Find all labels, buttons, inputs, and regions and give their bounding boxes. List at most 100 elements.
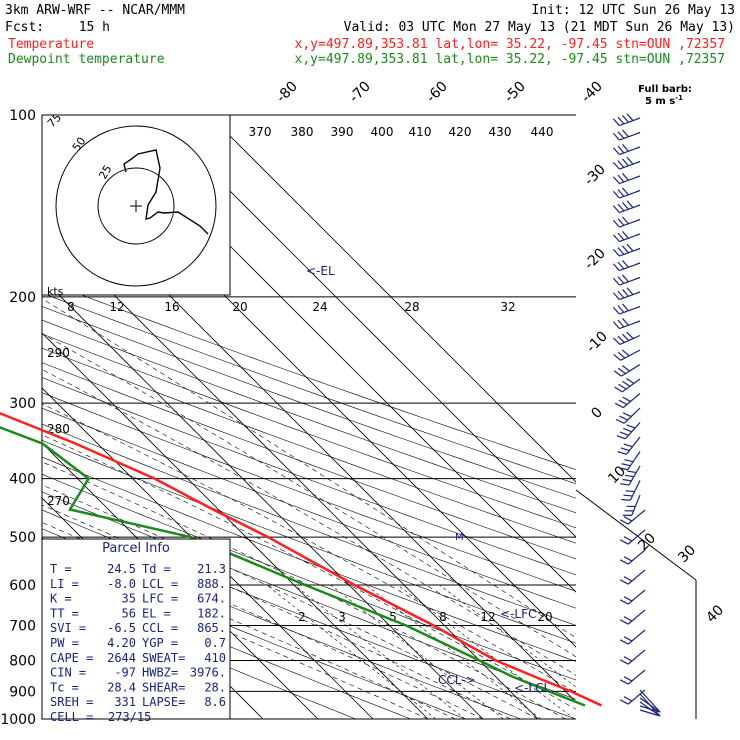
barb-staff: [627, 509, 646, 525]
parcel-info-value: 2644: [107, 651, 136, 665]
wind-barb: [619, 629, 646, 645]
pressure-label: 100: [9, 108, 36, 124]
barb-flag: [626, 113, 634, 121]
wind-barb: [620, 465, 641, 486]
valid-time: Valid: 03 UTC Mon 27 May 13 (21 MDT Sun …: [344, 20, 735, 35]
parcel-info-value: 273/15: [108, 710, 151, 724]
right-frame-diagonal: [575, 489, 697, 581]
barb-flag: [622, 380, 631, 387]
barb-flag: [617, 116, 625, 125]
parcel-info-value: -6.5: [107, 621, 136, 635]
theta-label: 390: [331, 125, 354, 139]
barb-flag: [614, 402, 624, 409]
dry-adiabat: [42, 377, 576, 576]
dewpoint-location: x,y=497.89,353.81 lat,lon= 35.22, -97.45…: [295, 52, 725, 67]
isotherm-label: 20: [635, 530, 659, 554]
barb-staff: [619, 334, 641, 345]
barb-flag: [617, 335, 625, 343]
dry-adiabat: [42, 279, 576, 471]
wind-barb: [612, 243, 641, 257]
parcel-info-label: K =: [50, 592, 72, 606]
wind-barb: [617, 436, 641, 455]
barb-flag: [623, 696, 633, 702]
dewpoint-line: [0, 426, 586, 707]
surface-barb: [639, 705, 661, 713]
wind-barb: [612, 318, 641, 330]
isotherm-line: [42, 277, 484, 719]
barb-staff: [619, 291, 641, 301]
barb-flag: [626, 243, 634, 252]
barb-flag: [618, 467, 628, 471]
barb-flag: [613, 370, 622, 377]
wind-barb: [619, 609, 646, 625]
fcst-value: 15 h: [79, 20, 110, 35]
barb-flag: [627, 470, 637, 474]
mixing-ratio-line: [397, 584, 575, 719]
parcel-info-value: 331: [114, 695, 136, 709]
barb-flag: [623, 536, 633, 542]
isotherm-label: -70: [346, 78, 373, 105]
barb-staff: [627, 609, 646, 625]
barb-staff: [619, 320, 641, 330]
barb-staff: [619, 146, 641, 156]
parcel-info-label: SWEAT=: [142, 651, 185, 665]
parcel-info-label: SHEAR=: [142, 680, 185, 694]
barb-flag: [612, 234, 620, 242]
barb-flag: [621, 365, 630, 372]
dry-adiabat: [42, 347, 576, 544]
wind-barb: [612, 287, 641, 301]
barb-staff: [628, 465, 641, 486]
hodograph-ring: [97, 167, 175, 245]
barb-staff: [622, 393, 641, 409]
parcel-info-label: LI =: [50, 577, 79, 591]
barb-staff: [619, 276, 641, 286]
barb-flag: [623, 576, 633, 582]
barb-staff: [623, 407, 641, 424]
barb-flag: [612, 205, 620, 213]
speed-axis-label: 8: [67, 300, 75, 314]
barb-flag: [612, 176, 620, 184]
pressure-label: 300: [9, 396, 36, 412]
mixing-ratio-label: 3: [338, 610, 346, 624]
barb-staff: [619, 175, 641, 185]
barb-staff: [620, 349, 641, 361]
parcel-info-value: 410: [204, 651, 226, 665]
barb-flag: [623, 636, 633, 642]
dry-adiabat: [42, 440, 576, 644]
isotherm-label: -60: [423, 78, 450, 105]
barb-flag: [622, 274, 629, 283]
barb-flag: [619, 599, 629, 605]
barb-legend-value: 5 m s-1: [645, 94, 683, 107]
barb-flag: [617, 218, 625, 226]
barb-flag: [623, 556, 633, 562]
barb-flag: [619, 679, 629, 685]
wind-barb: [612, 260, 641, 272]
parcel-info-title: Parcel Info: [102, 541, 170, 556]
barb-staff: [619, 305, 641, 315]
barb-flag: [622, 396, 631, 402]
barb-flag: [626, 156, 634, 165]
pressure-label: 800: [9, 653, 36, 669]
pressure-label: 500: [9, 530, 36, 546]
barb-flag: [623, 596, 633, 602]
wind-barb: [614, 393, 641, 409]
wind-barb: [614, 378, 641, 393]
barb-flag: [617, 189, 625, 197]
pressure-label: 1000: [0, 712, 36, 728]
parcel-info-value: 56: [122, 606, 136, 620]
wind-barb: [616, 422, 641, 440]
barb-staff: [627, 549, 646, 565]
wind-barb: [612, 216, 641, 228]
barb-flag: [612, 263, 620, 271]
barb-flag: [622, 129, 629, 138]
parcel-info-value: -97: [114, 666, 136, 680]
barb-flag: [613, 353, 621, 361]
barb-flag: [624, 474, 634, 478]
barb-flag: [622, 412, 632, 418]
pressure-label: 700: [9, 618, 36, 634]
theta-label: 370: [249, 125, 272, 139]
wind-barb: [612, 274, 641, 286]
moist-adiabat: [42, 484, 539, 719]
barb-staff: [619, 233, 641, 243]
wind-barb: [613, 331, 641, 345]
